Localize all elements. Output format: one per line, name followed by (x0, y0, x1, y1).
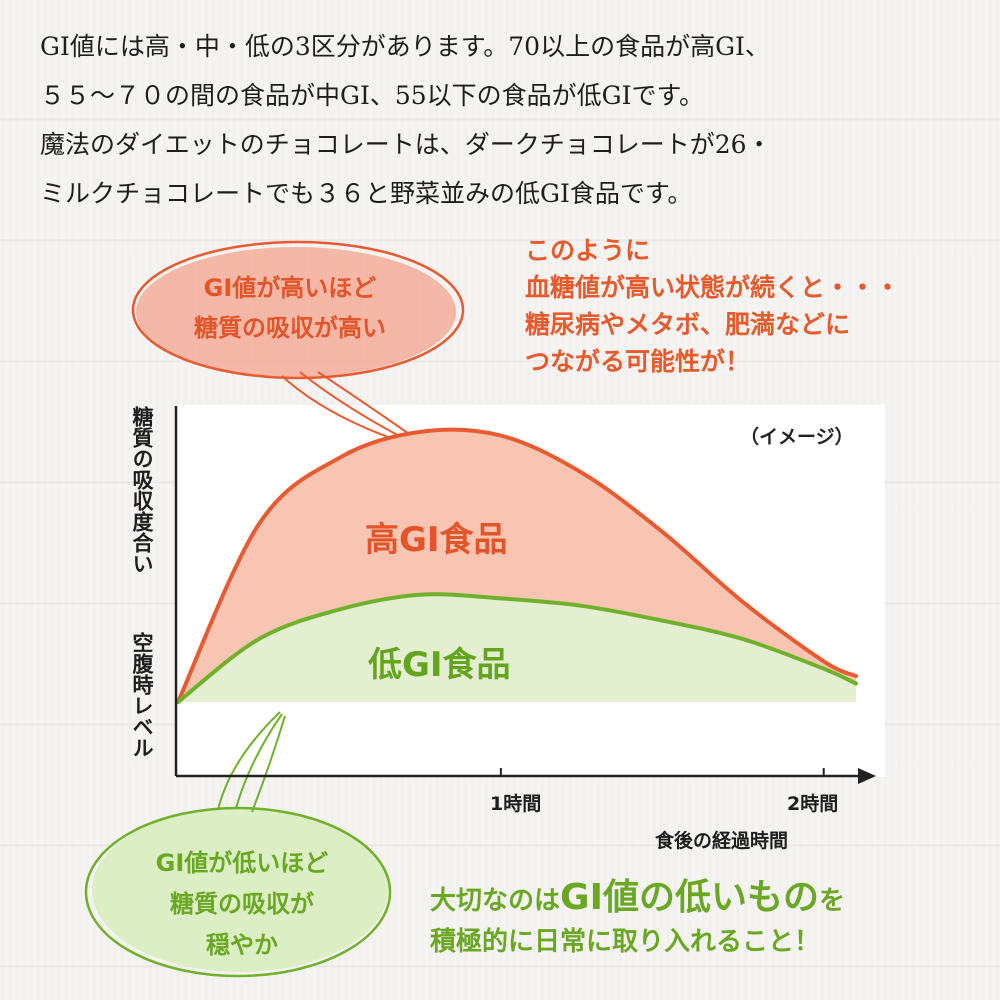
series-area-low-gi (178, 594, 856, 702)
callout-line: つながる可能性が！ (525, 347, 751, 376)
y-axis-label-bottom: 空腹時レベル (130, 632, 154, 758)
bubble-high-line: 糖質の吸収が高い (194, 314, 386, 342)
series-line-high-gi (176, 427, 858, 704)
intro-line: 魔法のダイエットのチョコレートは、ダークチョコレートが26・ (40, 130, 772, 159)
x-axis-arrow (858, 768, 876, 784)
warning-callout: このように 血糖値が高い状態が続くと・・・ 糖尿病やメタボ、肥満などに つながる… (525, 232, 900, 380)
bubble-low-outline (84, 806, 392, 978)
bottom-message: 大切なのはGI値の低いものを 積極的に日常に取り入れること！ (430, 876, 845, 961)
bottom-message-line2: 積極的に日常に取り入れること！ (430, 927, 821, 957)
series-line-low-gi (176, 592, 858, 704)
bubble-high-shape (136, 247, 456, 377)
x-axis-label: 食後の経過時間 (655, 830, 789, 852)
callout-line: 血糖値が高い状態が続くと・・・ (525, 273, 901, 302)
intro-line: GI値には高・中・低の3区分があります。70以上の食品が高GI、 (40, 32, 770, 61)
intro-line: ５５～７０の間の食品が中GI、55以下の食品が低GIです。 (40, 81, 705, 110)
series-label-low-gi: 低GI食品 (368, 645, 511, 685)
x-tick-label: 1時間 (490, 793, 542, 815)
bubble-low-line: GI値が低いほど (155, 849, 329, 877)
callout-line: 糖尿病やメタボ、肥満などに (525, 310, 851, 339)
bubble-low-line: 糖質の吸収が (170, 890, 314, 918)
intro-line: ミルクチョコレートでも３６と野菜並みの低GI食品です。 (40, 179, 693, 208)
bubble-high-text: GI値が高いほど 糖質の吸収が高い (160, 268, 420, 348)
bubble-low-tail (217, 711, 286, 813)
y-axis-label-top: 糖質の吸収度合い (130, 406, 154, 574)
bottom-message-line1: 大切なのはGI値の低いものを (430, 876, 845, 923)
x-ticks (499, 768, 825, 776)
bottom-emphasis: GI値の低いもの (560, 877, 819, 918)
bubble-high-outline (131, 240, 465, 380)
plot-area (176, 427, 858, 704)
image-note: （イメージ） (740, 426, 854, 448)
bubble-low-shape (92, 808, 388, 972)
series-label-high-gi: 高GI食品 (365, 520, 508, 560)
bottom-post: を (818, 886, 845, 916)
bottom-pre: 大切なのは (430, 886, 561, 916)
bubble-high-line: GI値が高いほど (203, 274, 377, 302)
x-tick-label: 2時間 (787, 793, 839, 815)
bubble-low-line: 穏やか (206, 931, 278, 959)
callout-line: このように (525, 236, 651, 265)
intro-text: GI値には高・中・低の3区分があります。70以上の食品が高GI、 ５５～７０の間… (40, 22, 970, 218)
bubble-low-text: GI値が低いほど 糖質の吸収が 穏やか (122, 843, 362, 966)
